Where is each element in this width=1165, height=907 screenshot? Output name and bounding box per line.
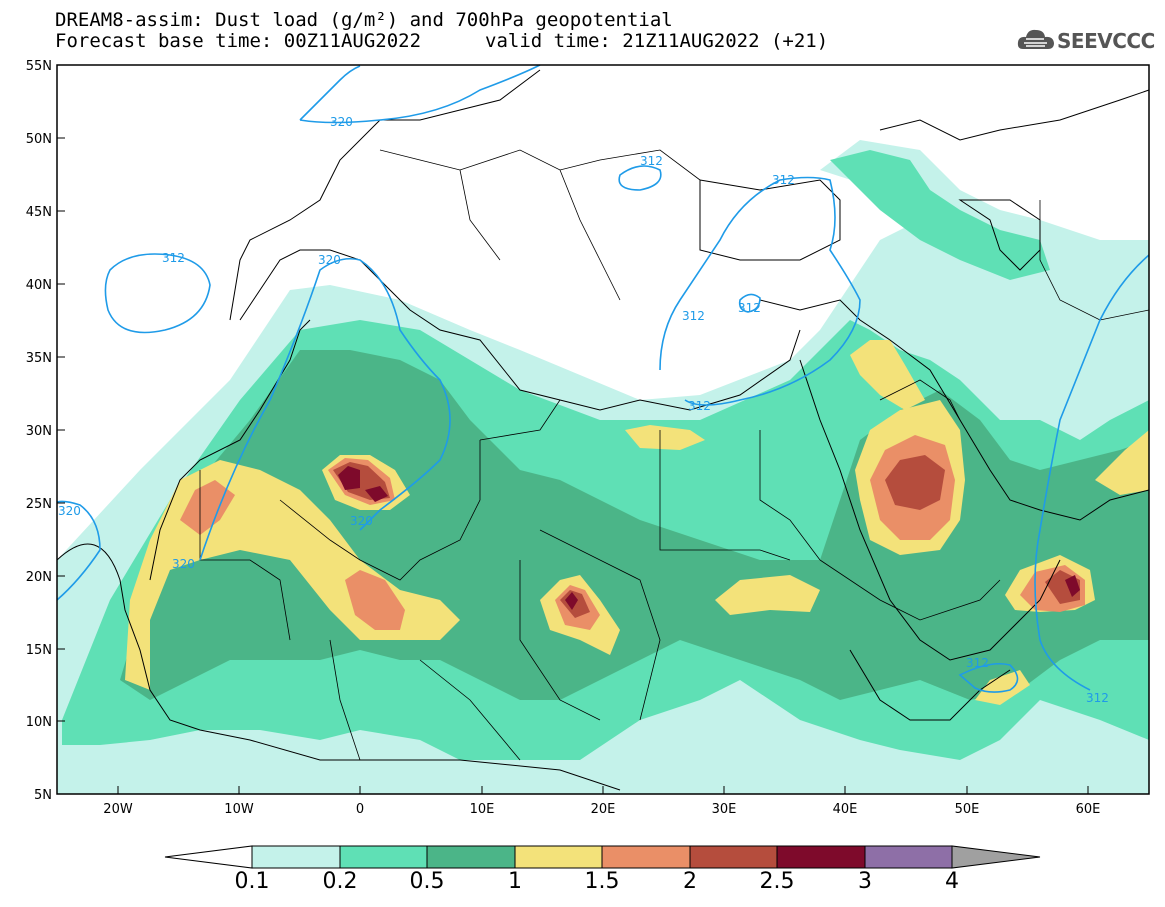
lon-label: 10W: [224, 802, 254, 817]
dust-level-2-5-algeria: [338, 466, 388, 502]
colorbar-over-triangle: [951, 845, 1041, 869]
valid-time: valid time: 21Z11AUG2022 (+21): [485, 30, 829, 52]
contour-label: 312: [688, 399, 711, 413]
dust-level-1-sudan: [715, 575, 820, 615]
lon-label: 0: [356, 802, 364, 817]
contour-label: 320: [350, 514, 373, 528]
contour-label: 312: [162, 251, 185, 265]
colorbar: [164, 845, 1041, 869]
colorbar-tick-label: 2.5: [759, 869, 795, 894]
dust-level-0-2-caspian: [830, 150, 1050, 280]
contour-label: 312: [682, 309, 705, 323]
contour-label: 320: [318, 253, 341, 267]
colorbar-tick-label: 3: [858, 869, 872, 894]
axis-ticks: [57, 64, 1089, 794]
dust-field: [57, 140, 1149, 794]
dust-level-2-5-oman: [1065, 575, 1080, 597]
colorbar-tick-label: 0.2: [322, 869, 358, 894]
contour-label: 312: [966, 656, 989, 670]
lat-label: 25N: [26, 497, 52, 512]
contour-label: 320: [172, 557, 195, 571]
colorbar-segment: [689, 845, 778, 869]
lon-label: 30E: [712, 802, 737, 817]
lat-label: 55N: [26, 59, 52, 74]
contour-label: 312: [772, 173, 795, 187]
colorbar-tick-label: 4: [945, 869, 959, 894]
dust-level-2-arabia: [885, 455, 945, 510]
longitude-labels: 20W 10W 0 10E 20E 30E 40E 50E 60E: [103, 802, 1100, 817]
colorbar-tick-label: 0.5: [409, 869, 445, 894]
map-subtitle: Forecast base time: 00Z11AUG2022 valid ti…: [55, 30, 828, 52]
colorbar-segment: [601, 845, 691, 869]
contour-label: 312: [640, 154, 663, 168]
colorbar-segment: [251, 845, 341, 869]
lon-label: 20E: [591, 802, 616, 817]
colorbar-segment: [339, 845, 428, 869]
dust-level-1-5-sahara: [345, 570, 405, 630]
colorbar-tick-label: 1.5: [584, 869, 620, 894]
lat-label: 45N: [26, 205, 52, 220]
lon-label: 20W: [103, 802, 133, 817]
lat-label: 35N: [26, 351, 52, 366]
lat-label: 5N: [34, 788, 52, 803]
seevccc-logo: SEEVCCC: [1017, 25, 1157, 57]
lat-label: 30N: [26, 424, 52, 439]
contour-label-group: 320 312 312 320 312 312 320 320 312 320 …: [58, 115, 1109, 705]
latitude-labels: 55N 50N 45N 40N 35N 30N 25N 20N 15N 10N …: [26, 59, 52, 803]
contour-label: 312: [1086, 691, 1109, 705]
dust-level-1-iran: [1095, 430, 1149, 495]
lon-label: 50E: [955, 802, 980, 817]
contour-label: 320: [330, 115, 353, 129]
colorbar-tick-label: 2: [683, 869, 697, 894]
lat-label: 15N: [26, 643, 52, 658]
lat-label: 40N: [26, 278, 52, 293]
lon-label: 40E: [833, 802, 858, 817]
cloud-icon: [1017, 29, 1054, 49]
colorbar-segment: [864, 845, 953, 869]
colorbar-under-triangle: [164, 845, 253, 869]
colorbar-tick-label: 0.1: [234, 869, 270, 894]
lat-label: 50N: [26, 132, 52, 147]
contour-label: 320: [58, 504, 81, 518]
lat-label: 20N: [26, 570, 52, 585]
dust-level-1-somalia: [975, 670, 1030, 705]
logo-text: SEEVCCC: [1057, 29, 1155, 53]
dust-level-2-5-chad: [565, 592, 578, 610]
contour-label: 312: [738, 301, 761, 315]
lon-label: 60E: [1076, 802, 1101, 817]
colorbar-segment: [426, 845, 516, 869]
colorbar-segment: [514, 845, 603, 869]
borders: [199, 149, 1150, 761]
geopotential-contours: [56, 64, 1150, 693]
lat-label: 10N: [26, 715, 52, 730]
base-time: Forecast base time: 00Z11AUG2022: [55, 30, 422, 52]
colorbar-segment: [776, 845, 866, 869]
lon-label: 10E: [470, 802, 495, 817]
dust-level-1-libya: [625, 425, 705, 450]
colorbar-tick-label: 1: [508, 869, 522, 894]
dust-level-1-5-west: [180, 480, 235, 535]
coastlines: [56, 69, 1150, 791]
dust-level-1-iraq: [850, 340, 925, 410]
map-title: DREAM8-assim: Dust load (g/m²) and 700hP…: [55, 9, 673, 31]
